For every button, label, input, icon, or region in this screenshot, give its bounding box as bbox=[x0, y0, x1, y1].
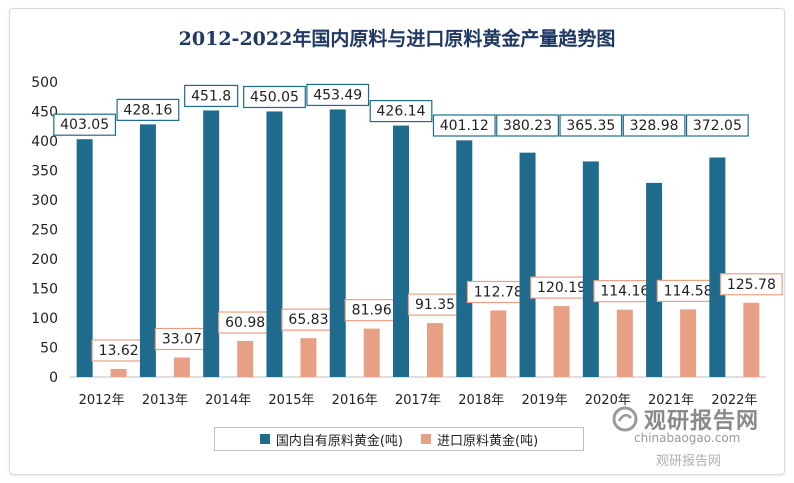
data-label-imported: 91.35 bbox=[415, 297, 455, 313]
bar-domestic bbox=[393, 125, 409, 378]
y-tick-label: 300 bbox=[31, 193, 58, 209]
x-tick-label: 2014年 bbox=[205, 393, 251, 408]
data-label-box-domestic bbox=[116, 98, 180, 121]
data-label-imported: 60.98 bbox=[225, 315, 265, 331]
bar-imported bbox=[237, 341, 254, 377]
legend-item-domestic: 国内自有原料黄金(吨) bbox=[259, 430, 403, 449]
bar-domestic bbox=[519, 152, 536, 377]
data-label-domestic: 426.14 bbox=[377, 104, 426, 120]
legend-label-imported: 进口原料黄金(吨) bbox=[437, 433, 539, 449]
x-tick-label: 2013年 bbox=[142, 393, 188, 408]
bar-domestic bbox=[266, 111, 283, 378]
chart-title: 2012-2022年国内原料与进口原料黄金产量趋势图 bbox=[178, 28, 616, 50]
data-label-box-domestic bbox=[306, 83, 370, 107]
data-label-domestic: 451.8 bbox=[191, 88, 231, 104]
bar-imported bbox=[616, 309, 633, 377]
x-tick-label: 2012年 bbox=[79, 393, 125, 408]
bar-imported bbox=[300, 338, 317, 377]
data-label-box-domestic bbox=[369, 99, 433, 123]
legend-swatch-domestic bbox=[259, 434, 270, 444]
x-tick-label: 2018年 bbox=[458, 393, 504, 408]
data-label-box-domestic bbox=[496, 114, 559, 137]
watermark-logo: 观研报告网 bbox=[612, 403, 759, 435]
data-label-domestic: 328.98 bbox=[630, 118, 679, 134]
bar-domestic bbox=[582, 161, 599, 377]
watermark-brand: 观研报告网 bbox=[644, 409, 760, 434]
y-tick-label: 150 bbox=[31, 282, 58, 298]
data-label-imported: 125.78 bbox=[727, 277, 776, 293]
data-label-imported: 13.62 bbox=[99, 343, 139, 359]
data-label-box-imported bbox=[719, 273, 783, 296]
data-label-box-domestic bbox=[53, 113, 117, 136]
x-tick-label: 2020年 bbox=[585, 393, 631, 408]
data-label-domestic: 428.16 bbox=[123, 102, 172, 118]
y-tick-label: 200 bbox=[31, 252, 58, 268]
data-label-domestic: 453.49 bbox=[313, 87, 362, 103]
data-label-domestic: 450.05 bbox=[250, 89, 299, 105]
legend-label-domestic: 国内自有原料黄金(吨) bbox=[275, 433, 403, 449]
data-label-imported: 81.96 bbox=[352, 303, 392, 319]
x-tick-label: 2016年 bbox=[332, 393, 378, 408]
x-tick-label: 2015年 bbox=[268, 393, 314, 408]
data-label-domestic: 403.05 bbox=[60, 117, 109, 133]
bar-domestic bbox=[139, 124, 156, 378]
bar-domestic bbox=[646, 182, 663, 377]
data-label-imported: 114.16 bbox=[600, 284, 649, 300]
watermark-caption: 观研报告网 bbox=[656, 454, 722, 469]
y-tick-label: 350 bbox=[31, 164, 58, 180]
bar-domestic bbox=[329, 109, 346, 377]
data-label-imported: 33.07 bbox=[162, 331, 202, 347]
data-label-domestic: 365.35 bbox=[566, 118, 615, 134]
data-label-imported: 112.78 bbox=[474, 284, 523, 300]
x-tick-label: 2022年 bbox=[711, 393, 757, 408]
data-label-domestic: 372.05 bbox=[693, 118, 742, 134]
watermark-logo-icon bbox=[612, 406, 638, 432]
y-tick-label: 50 bbox=[40, 341, 58, 357]
x-tick-label: 2017年 bbox=[395, 393, 441, 408]
data-label-imported: 65.83 bbox=[288, 312, 328, 328]
legend: 国内自有原料黄金(吨) 进口原料黄金(吨) bbox=[214, 427, 584, 451]
data-label-box-domestic bbox=[559, 114, 623, 137]
bar-imported bbox=[173, 357, 190, 377]
bar-imported bbox=[427, 323, 443, 377]
data-label-domestic: 380.23 bbox=[503, 118, 552, 134]
y-tick-label: 500 bbox=[31, 75, 58, 91]
data-label-imported: 114.58 bbox=[664, 283, 713, 299]
bar-imported bbox=[363, 328, 380, 377]
bar-domestic bbox=[456, 140, 473, 377]
y-tick-label: 450 bbox=[31, 105, 58, 121]
bar-domestic bbox=[203, 110, 220, 378]
data-label-imported: 120.19 bbox=[537, 280, 586, 296]
legend-item-imported: 进口原料黄金(吨) bbox=[421, 430, 538, 449]
bar-domestic bbox=[709, 157, 726, 377]
x-tick-label: 2021年 bbox=[648, 393, 694, 408]
bar-imported bbox=[110, 368, 127, 377]
bar-domestic bbox=[76, 139, 93, 377]
y-tick-label: 0 bbox=[49, 370, 58, 386]
watermark-url: chinabaogao.com bbox=[634, 431, 741, 445]
y-tick-label: 100 bbox=[31, 311, 58, 327]
data-label-domestic: 401.12 bbox=[440, 118, 489, 134]
bar-imported bbox=[743, 302, 760, 377]
data-label-box-domestic bbox=[432, 114, 496, 137]
data-label-box-domestic bbox=[685, 114, 749, 137]
bar-imported bbox=[680, 309, 697, 377]
x-tick-label: 2019年 bbox=[521, 393, 567, 408]
data-label-box-domestic bbox=[243, 85, 306, 109]
bar-imported bbox=[553, 306, 570, 377]
y-tick-label: 400 bbox=[31, 134, 58, 150]
legend-swatch-imported bbox=[421, 434, 431, 444]
data-label-box-domestic bbox=[622, 114, 686, 137]
bar-imported bbox=[490, 310, 507, 377]
data-label-box-domestic bbox=[184, 84, 239, 108]
y-tick-label: 250 bbox=[31, 223, 58, 239]
